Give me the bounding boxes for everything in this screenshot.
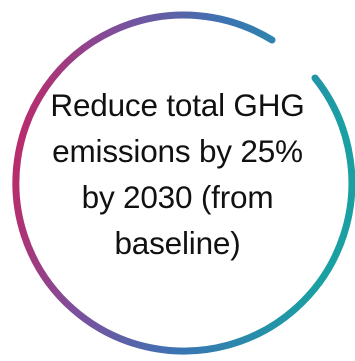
ring-main-arc (12, 11, 355, 355)
goal-line-2: emissions by 25% (52, 133, 303, 169)
goal-line-3: by 2030 (from (81, 179, 274, 215)
goal-line-4: baseline) (114, 225, 241, 261)
goal-statement: Reduce total GHG emissions by 25% by 203… (40, 82, 315, 266)
goal-line-1: Reduce total GHG (50, 87, 305, 123)
